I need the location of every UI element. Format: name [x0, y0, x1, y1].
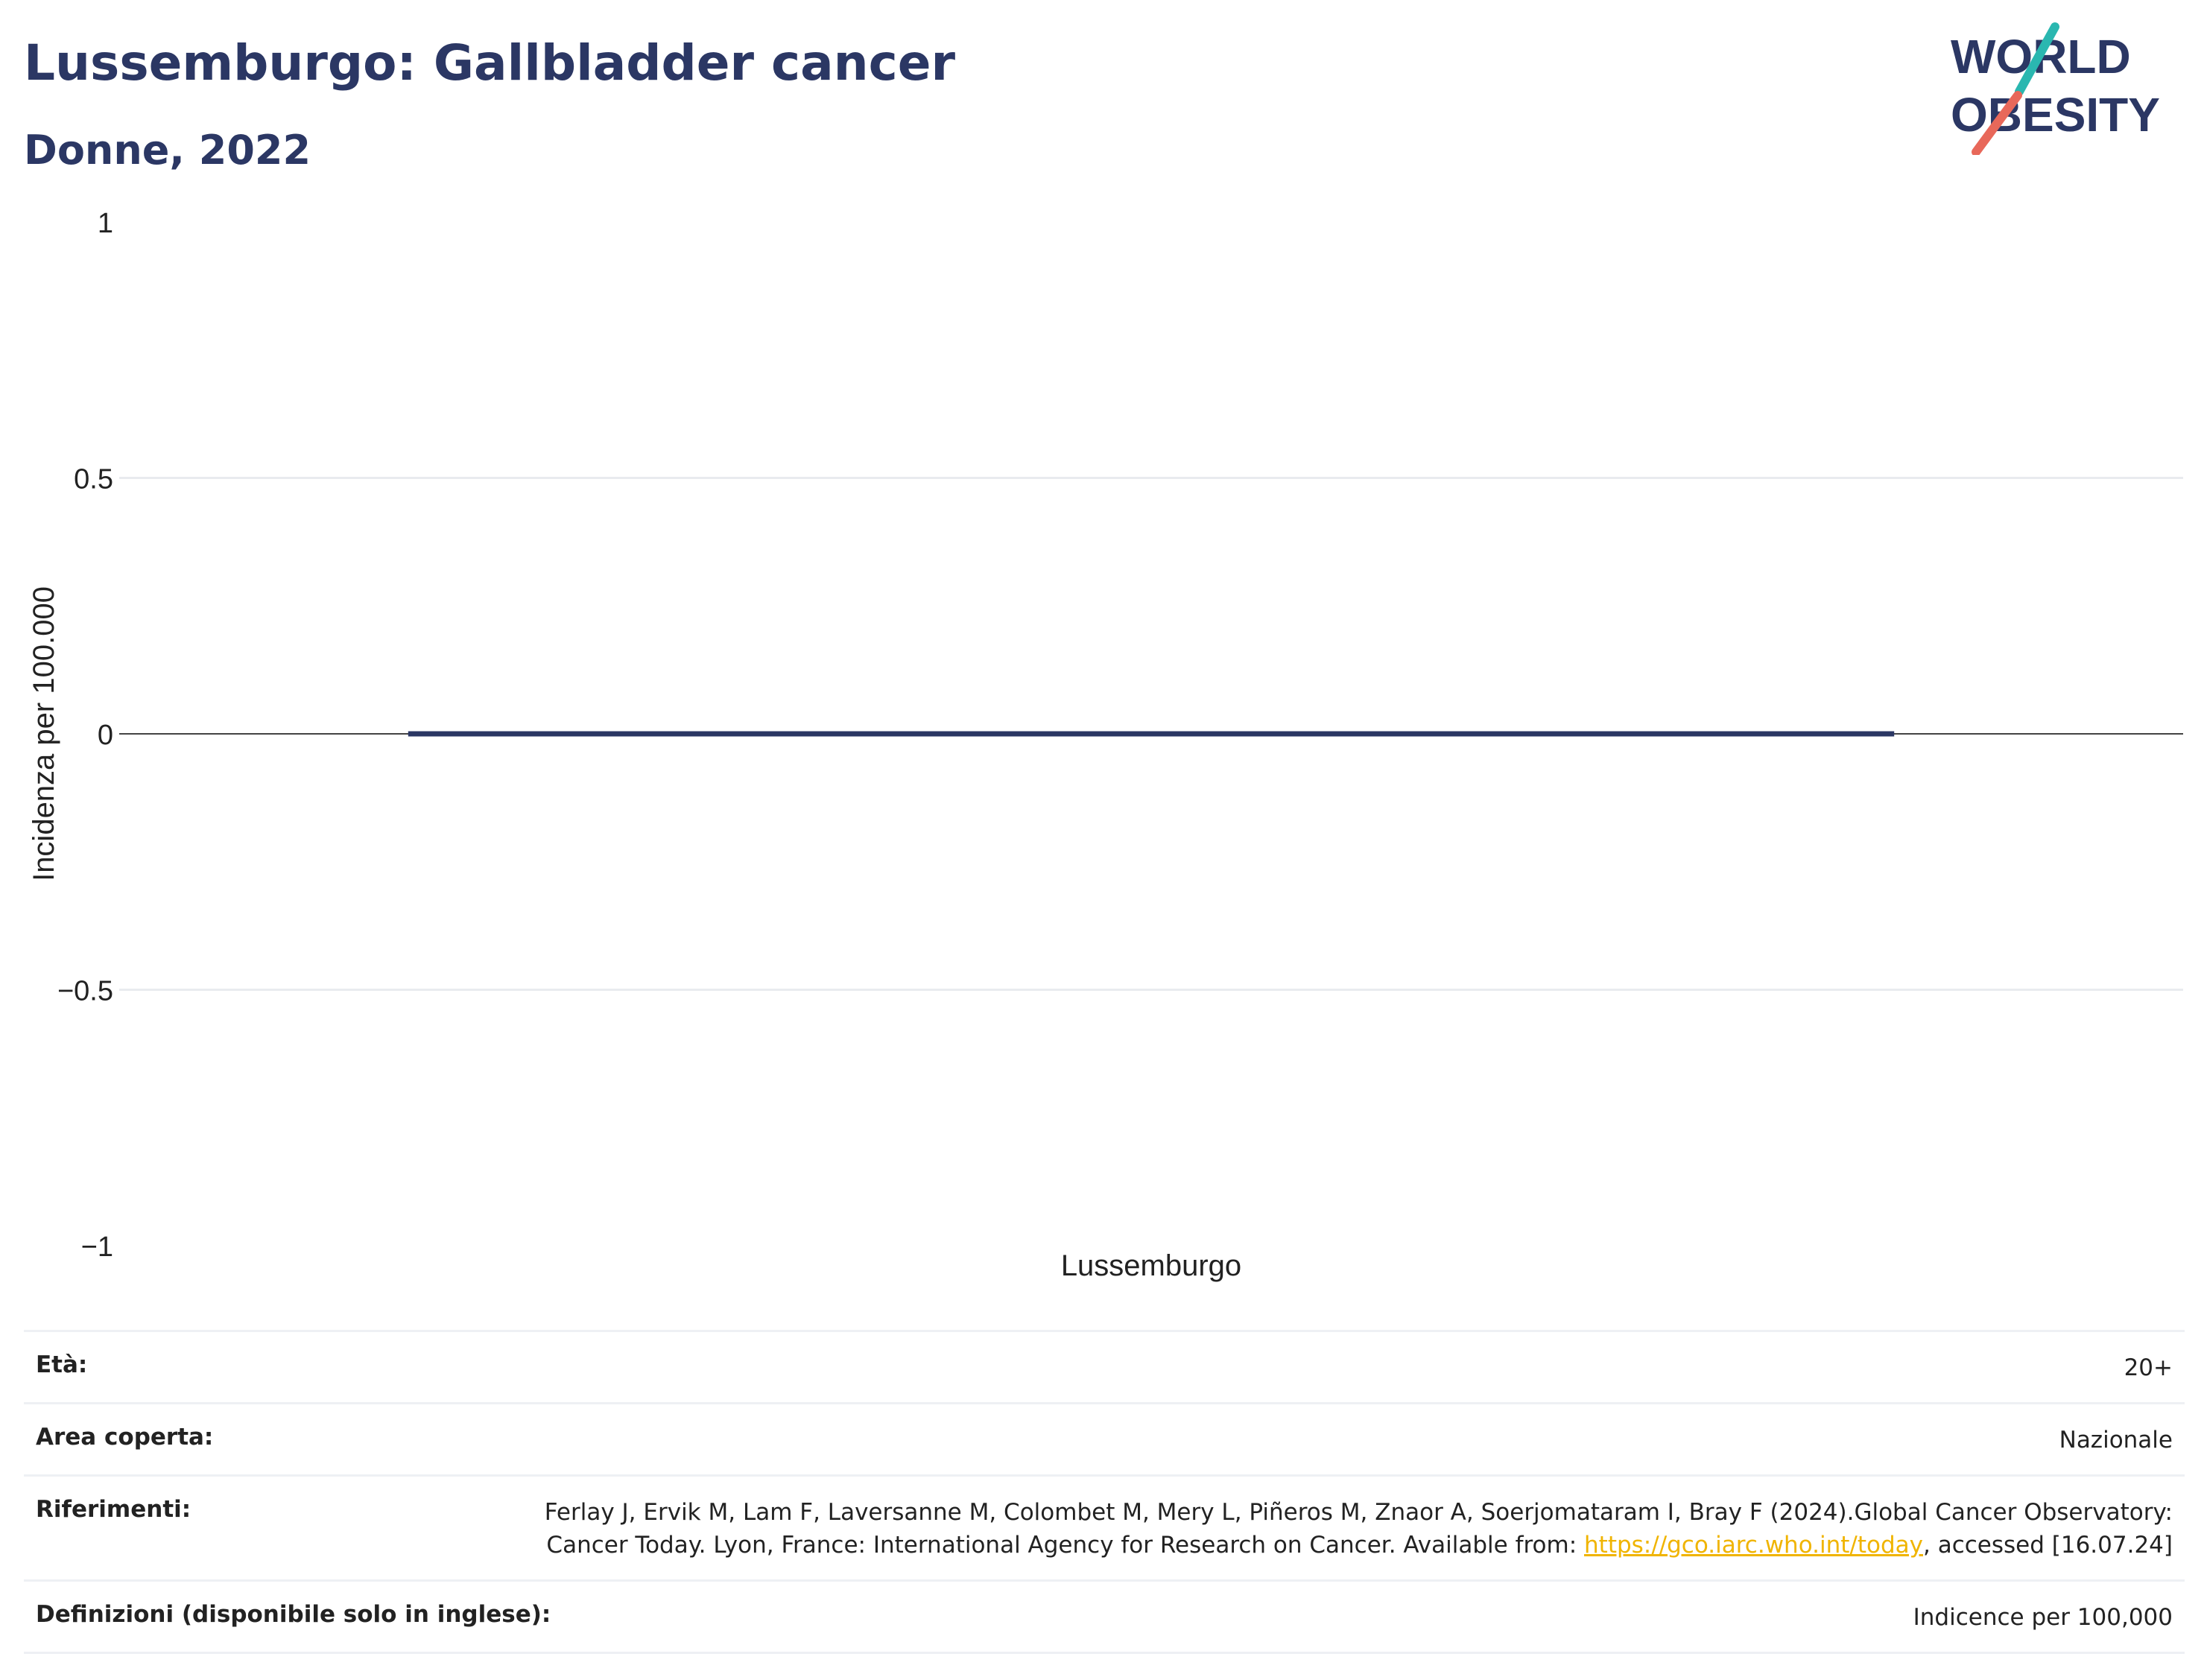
y-tick-label: −1: [81, 1232, 113, 1263]
definitions-value: Indicence per 100,000: [1913, 1604, 2173, 1631]
y-tick-label: −0.5: [57, 976, 113, 1007]
y-tick-label: 1: [98, 208, 113, 239]
references-value: Ferlay J, Ervik M, Lam F, Laversanne M, …: [459, 1496, 2173, 1562]
definitions-label: Definizioni (disponibile solo in inglese…: [36, 1601, 551, 1628]
logo-slash-top: [2015, 22, 2059, 96]
area-label: Area coperta:: [36, 1424, 214, 1451]
references-label: Riferimenti:: [36, 1496, 191, 1523]
info-row-age: Età: 20+: [24, 1330, 2185, 1402]
info-row-definitions: Definizioni (disponibile solo in inglese…: [24, 1579, 2185, 1654]
x-tick-label: Lussemburgo: [1061, 1249, 1241, 1282]
bar-chart: 1 0.5 0 −0.5 −1 Lussemburgo Incidenza per 10…: [28, 208, 2183, 1282]
y-tick-label: 0: [98, 720, 113, 751]
bars: [408, 731, 1895, 737]
y-axis-label: Incidenza per 100.000: [28, 586, 60, 881]
info-table: Età: 20+ Area coperta: Nazionale Riferim…: [24, 1330, 2185, 1654]
bar: [408, 731, 1895, 737]
chart-subtitle: Donne, 2022: [24, 127, 311, 174]
info-row-area: Area coperta: Nazionale: [24, 1402, 2185, 1474]
x-tick-labels: Lussemburgo: [1061, 1249, 1241, 1282]
age-value: 20+: [2124, 1354, 2173, 1381]
references-link[interactable]: https://gco.iarc.who.int/today: [1584, 1532, 1923, 1559]
age-label: Età:: [36, 1351, 88, 1378]
area-value: Nazionale: [2059, 1427, 2173, 1454]
info-row-references: Riferimenti: Ferlay J, Ervik M, Lam F, L…: [24, 1474, 2185, 1579]
y-tick-labels: 1 0.5 0 −0.5 −1: [57, 208, 113, 1263]
chart-title: Lussemburgo: Gallbladder cancer: [24, 34, 956, 92]
y-tick-label: 0.5: [74, 464, 113, 495]
references-accessed: , accessed [16.07.24]: [1922, 1532, 2173, 1559]
references-text: Ferlay J, Ervik M, Lam F, Laversanne M, …: [544, 1499, 2173, 1559]
world-obesity-logo: WORLD OBESITY: [1951, 22, 2160, 155]
logo-slash-bottom: [1972, 91, 2022, 155]
